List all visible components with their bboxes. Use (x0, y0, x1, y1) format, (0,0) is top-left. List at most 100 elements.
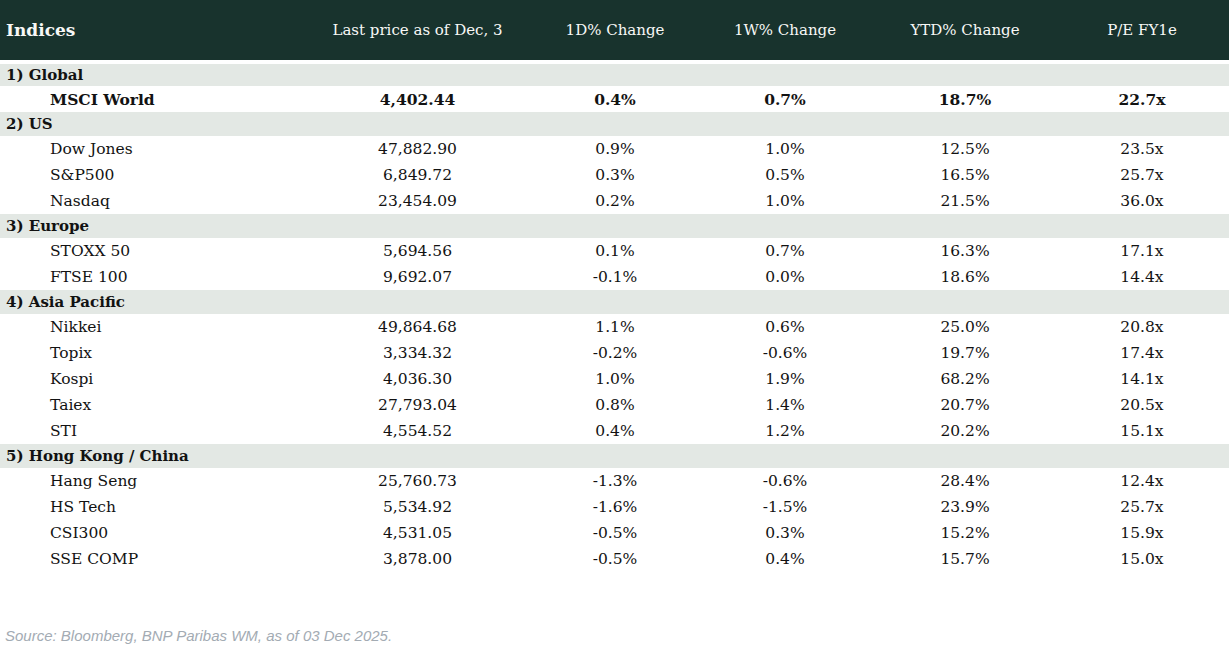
index-ytd-value: 16.5% (875, 162, 1055, 188)
section-header-row: 5) Hong Kong / China (0, 444, 1229, 468)
index-name: HS Tech (0, 494, 300, 520)
section-header-row: 3) Europe (0, 214, 1229, 238)
index-name: Dow Jones (0, 136, 300, 162)
column-header-last-price: Last price as of Dec, 3 (300, 0, 535, 62)
index-name: Topix (0, 340, 300, 366)
index-name: CSI300 (0, 520, 300, 546)
index-d1-value: -0.1% (535, 264, 695, 290)
index-w1-value: -1.5% (695, 494, 875, 520)
index-d1-value: 0.4% (535, 418, 695, 444)
index-d1-value: -0.2% (535, 340, 695, 366)
index-row: Hang Seng25,760.73-1.3%-0.6%28.4%12.4x (0, 468, 1229, 494)
indices-table-body: 1) GlobalMSCI World4,402.440.4%0.7%18.7%… (0, 62, 1229, 572)
market-indices-panel: Indices Last price as of Dec, 3 1D% Chan… (0, 0, 1229, 654)
column-header-1d-change: 1D% Change (535, 0, 695, 62)
index-pe-value: 15.0x (1055, 546, 1229, 572)
index-row: Topix3,334.32-0.2%-0.6%19.7%17.4x (0, 340, 1229, 366)
index-ytd-value: 21.5% (875, 188, 1055, 214)
index-pe-value: 22.7x (1055, 86, 1229, 112)
index-ytd-value: 25.0% (875, 314, 1055, 340)
index-pe-value: 14.1x (1055, 366, 1229, 392)
index-name: Kospi (0, 366, 300, 392)
index-d1-value: -0.5% (535, 520, 695, 546)
index-row: STI4,554.520.4%1.2%20.2%15.1x (0, 418, 1229, 444)
index-ytd-value: 19.7% (875, 340, 1055, 366)
index-name: SSE COMP (0, 546, 300, 572)
index-pe-value: 36.0x (1055, 188, 1229, 214)
index-row: Kospi4,036.301.0%1.9%68.2%14.1x (0, 366, 1229, 392)
index-d1-value: -1.3% (535, 468, 695, 494)
section-title: 5) Hong Kong / China (0, 444, 1229, 468)
index-w1-value: 0.3% (695, 520, 875, 546)
index-name: Hang Seng (0, 468, 300, 494)
section-title: 2) US (0, 112, 1229, 136)
index-pe-value: 20.5x (1055, 392, 1229, 418)
index-w1-value: 1.0% (695, 136, 875, 162)
index-w1-value: 1.9% (695, 366, 875, 392)
index-price-value: 49,864.68 (300, 314, 535, 340)
index-ytd-value: 12.5% (875, 136, 1055, 162)
index-name: Nikkei (0, 314, 300, 340)
index-w1-value: 0.7% (695, 86, 875, 112)
index-price-value: 3,878.00 (300, 546, 535, 572)
index-price-value: 27,793.04 (300, 392, 535, 418)
index-pe-value: 25.7x (1055, 162, 1229, 188)
index-d1-value: -0.5% (535, 546, 695, 572)
index-w1-value: 0.5% (695, 162, 875, 188)
index-ytd-value: 23.9% (875, 494, 1055, 520)
index-row: Nasdaq23,454.090.2%1.0%21.5%36.0x (0, 188, 1229, 214)
index-price-value: 4,402.44 (300, 86, 535, 112)
index-w1-value: 1.2% (695, 418, 875, 444)
index-d1-value: 0.1% (535, 238, 695, 264)
index-w1-value: 1.0% (695, 188, 875, 214)
index-row: MSCI World4,402.440.4%0.7%18.7%22.7x (0, 86, 1229, 112)
index-pe-value: 14.4x (1055, 264, 1229, 290)
index-row: Taiex27,793.040.8%1.4%20.7%20.5x (0, 392, 1229, 418)
section-title: 4) Asia Pacific (0, 290, 1229, 314)
index-price-value: 47,882.90 (300, 136, 535, 162)
index-pe-value: 20.8x (1055, 314, 1229, 340)
column-header-indices: Indices (0, 0, 300, 62)
index-name: FTSE 100 (0, 264, 300, 290)
index-row: SSE COMP3,878.00-0.5%0.4%15.7%15.0x (0, 546, 1229, 572)
index-price-value: 6,849.72 (300, 162, 535, 188)
index-ytd-value: 28.4% (875, 468, 1055, 494)
index-pe-value: 17.4x (1055, 340, 1229, 366)
index-pe-value: 15.1x (1055, 418, 1229, 444)
section-header-row: 2) US (0, 112, 1229, 136)
index-price-value: 4,531.05 (300, 520, 535, 546)
index-price-value: 5,694.56 (300, 238, 535, 264)
index-w1-value: 0.6% (695, 314, 875, 340)
index-price-value: 4,554.52 (300, 418, 535, 444)
index-row: FTSE 1009,692.07-0.1%0.0%18.6%14.4x (0, 264, 1229, 290)
index-row: STOXX 505,694.560.1%0.7%16.3%17.1x (0, 238, 1229, 264)
index-w1-value: -0.6% (695, 340, 875, 366)
source-note: Source: Bloomberg, BNP Paribas WM, as of… (5, 627, 392, 644)
index-price-value: 3,334.32 (300, 340, 535, 366)
index-row: CSI3004,531.05-0.5%0.3%15.2%15.9x (0, 520, 1229, 546)
index-d1-value: 1.0% (535, 366, 695, 392)
index-name: S&P500 (0, 162, 300, 188)
index-d1-value: 0.2% (535, 188, 695, 214)
table-header-row: Indices Last price as of Dec, 3 1D% Chan… (0, 0, 1229, 62)
index-w1-value: 0.4% (695, 546, 875, 572)
index-price-value: 5,534.92 (300, 494, 535, 520)
index-d1-value: 1.1% (535, 314, 695, 340)
index-w1-value: -0.6% (695, 468, 875, 494)
index-pe-value: 17.1x (1055, 238, 1229, 264)
index-ytd-value: 15.7% (875, 546, 1055, 572)
index-d1-value: 0.3% (535, 162, 695, 188)
index-w1-value: 1.4% (695, 392, 875, 418)
column-header-1w-change: 1W% Change (695, 0, 875, 62)
index-row: Dow Jones47,882.900.9%1.0%12.5%23.5x (0, 136, 1229, 162)
index-price-value: 25,760.73 (300, 468, 535, 494)
index-name: MSCI World (0, 86, 300, 112)
index-name: Nasdaq (0, 188, 300, 214)
section-header-row: 1) Global (0, 62, 1229, 86)
index-row: HS Tech5,534.92-1.6%-1.5%23.9%25.7x (0, 494, 1229, 520)
index-name: Taiex (0, 392, 300, 418)
index-ytd-value: 18.6% (875, 264, 1055, 290)
index-name: STOXX 50 (0, 238, 300, 264)
section-title: 3) Europe (0, 214, 1229, 238)
index-d1-value: 0.9% (535, 136, 695, 162)
